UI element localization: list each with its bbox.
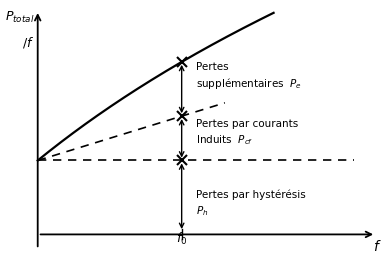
Text: Pertes par hystérésis
$P_h$: Pertes par hystérésis $P_h$ (196, 190, 306, 218)
Text: $f$: $f$ (373, 239, 381, 254)
Text: $f_0$: $f_0$ (176, 231, 187, 247)
Text: $/f$: $/f$ (22, 35, 34, 50)
Text: $P_{total}$: $P_{total}$ (5, 10, 34, 25)
Text: Pertes par courants
Induits  $P_{cf}$: Pertes par courants Induits $P_{cf}$ (196, 119, 298, 147)
Text: Pertes
supplémentaires  $P_e$: Pertes supplémentaires $P_e$ (196, 62, 302, 91)
